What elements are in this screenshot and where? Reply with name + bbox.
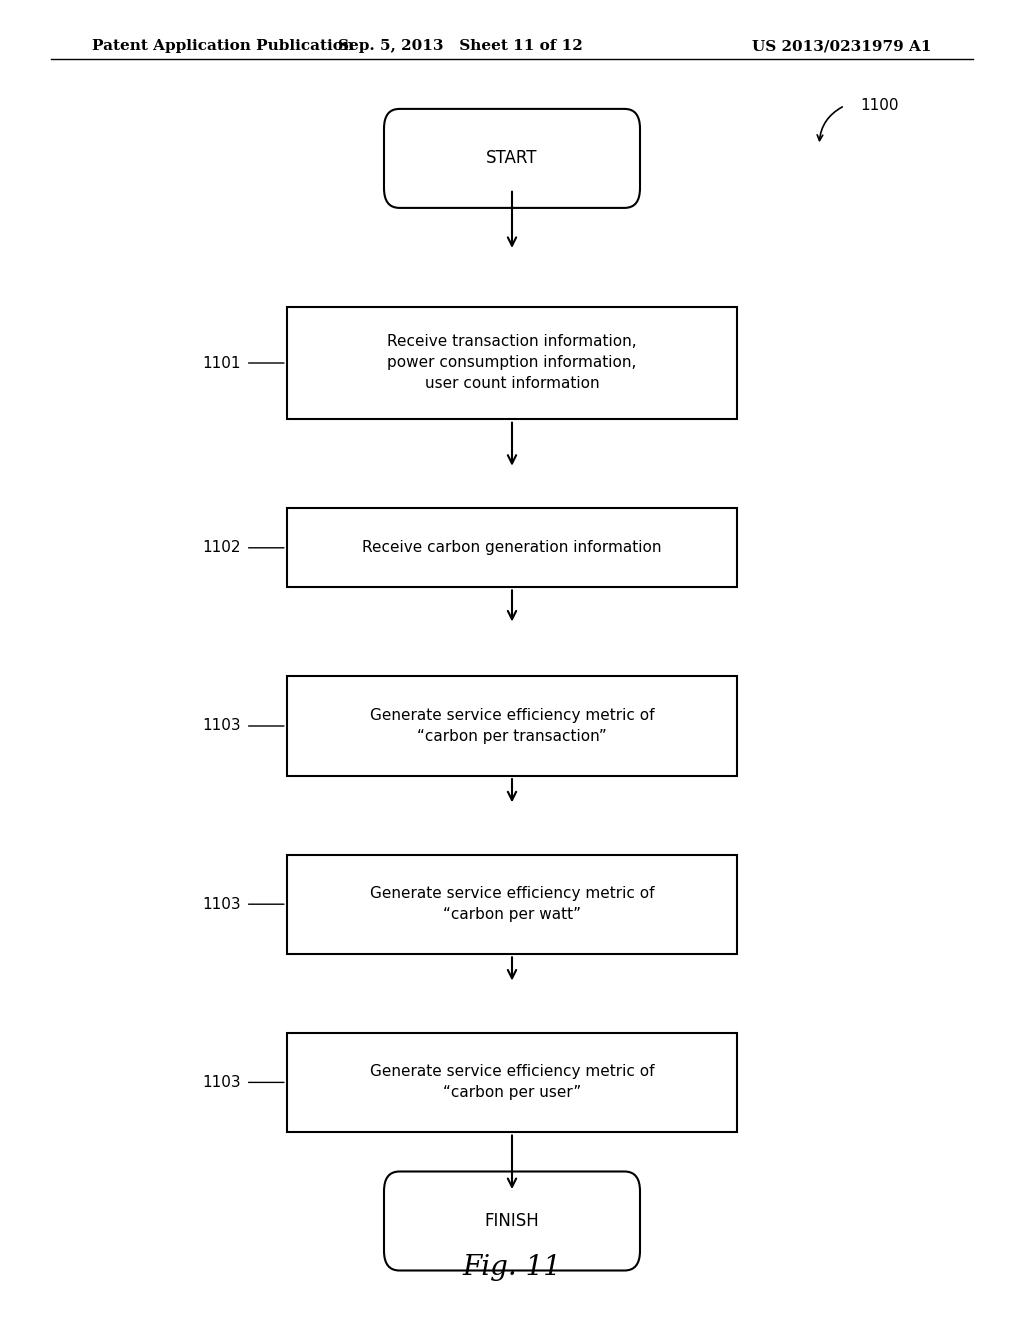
FancyBboxPatch shape (384, 110, 640, 207)
Text: 1103: 1103 (202, 896, 241, 912)
FancyBboxPatch shape (287, 308, 737, 420)
Text: 1102: 1102 (202, 540, 241, 556)
Text: Receive carbon generation information: Receive carbon generation information (362, 540, 662, 556)
Text: 1101: 1101 (202, 355, 241, 371)
Text: Generate service efficiency metric of
“carbon per user”: Generate service efficiency metric of “c… (370, 1064, 654, 1101)
Text: 1103: 1103 (202, 718, 241, 734)
Text: 1100: 1100 (860, 98, 899, 114)
FancyBboxPatch shape (287, 676, 737, 776)
Text: Fig. 11: Fig. 11 (463, 1254, 561, 1280)
FancyBboxPatch shape (384, 1172, 640, 1270)
Text: 1103: 1103 (202, 1074, 241, 1090)
FancyBboxPatch shape (287, 508, 737, 587)
Text: US 2013/0231979 A1: US 2013/0231979 A1 (753, 40, 932, 53)
Text: Generate service efficiency metric of
“carbon per watt”: Generate service efficiency metric of “c… (370, 886, 654, 923)
Text: Receive transaction information,
power consumption information,
user count infor: Receive transaction information, power c… (387, 334, 637, 392)
Text: Generate service efficiency metric of
“carbon per transaction”: Generate service efficiency metric of “c… (370, 708, 654, 744)
FancyBboxPatch shape (287, 855, 737, 953)
Text: FINISH: FINISH (484, 1212, 540, 1230)
FancyBboxPatch shape (287, 1032, 737, 1133)
Text: Sep. 5, 2013   Sheet 11 of 12: Sep. 5, 2013 Sheet 11 of 12 (338, 40, 584, 53)
Text: Patent Application Publication: Patent Application Publication (92, 40, 354, 53)
Text: START: START (486, 149, 538, 168)
